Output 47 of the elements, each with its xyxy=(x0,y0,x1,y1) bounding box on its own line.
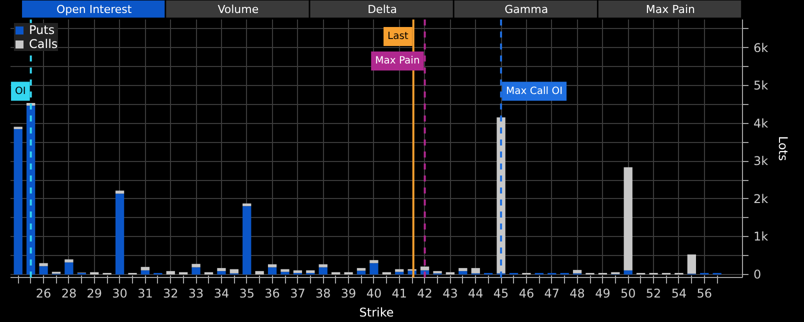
x-tick-label: 49 xyxy=(595,286,610,300)
x-tick-label: 43 xyxy=(442,286,458,300)
legend-label: Calls xyxy=(29,37,58,51)
x-tick-label: 35 xyxy=(239,286,255,300)
x-tick-label: 38 xyxy=(315,286,331,300)
x-tick-label: 36 xyxy=(264,286,280,300)
y-tick-label: 4k xyxy=(754,116,768,130)
text: Last xyxy=(388,31,408,42)
text: Delta xyxy=(368,3,397,16)
y-tick-label: 0 xyxy=(754,267,762,282)
y-tick-label: 5k xyxy=(754,78,768,93)
x-tick-label: 37 xyxy=(290,286,306,300)
text: Gamma xyxy=(504,3,548,16)
x-tick-label: 47 xyxy=(544,286,560,300)
x-tick-label: 48 xyxy=(570,286,585,300)
x-tick-label: 56 xyxy=(696,286,712,300)
x-tick-label: 52 xyxy=(646,286,662,300)
x-tick-label: 44 xyxy=(468,286,484,300)
legend-label: Puts xyxy=(29,23,55,37)
x-tick-label: 40 xyxy=(366,286,382,300)
x-tick-label: 26 xyxy=(36,286,52,300)
x-tick-label: 50 xyxy=(620,286,636,300)
x-tick-label: 33 xyxy=(188,286,204,300)
x-axis-title: Strike xyxy=(359,306,394,320)
x-tick-label: 45 xyxy=(493,286,509,300)
ref-line-label: Max Pain xyxy=(375,56,420,67)
x-tick-label: 42 xyxy=(417,286,432,300)
text: Open Interest xyxy=(56,3,132,16)
text: Max Pain xyxy=(646,3,696,16)
x-tick-label: 39 xyxy=(340,286,356,300)
x-tick-label: 32 xyxy=(162,286,178,300)
x-tick-label: 29 xyxy=(86,286,102,300)
x-tick-label: 31 xyxy=(138,286,153,300)
x-tick-label: 34 xyxy=(214,286,230,300)
text: OI xyxy=(15,86,26,97)
y-axis-title: Lots xyxy=(776,136,790,161)
x-tick-label: 41 xyxy=(392,286,408,300)
y-tick-label: 1k xyxy=(754,230,768,244)
text: Volume xyxy=(218,3,259,16)
x-tick-label: 54 xyxy=(671,286,687,300)
y-tick-label: 2k xyxy=(754,192,768,206)
ref-line-label: Max Call OI xyxy=(506,86,563,97)
y-tick-label: 3k xyxy=(754,154,768,168)
x-tick-label: 46 xyxy=(518,286,534,300)
y-tick-label: 6k xyxy=(754,40,768,55)
x-tick-label: 28 xyxy=(61,286,77,300)
x-tick-label: 30 xyxy=(112,286,128,300)
